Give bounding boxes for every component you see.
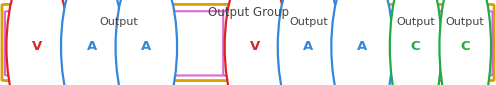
Text: Output: Output — [289, 17, 328, 27]
Text: A: A — [87, 40, 97, 53]
FancyBboxPatch shape — [438, 11, 493, 75]
FancyBboxPatch shape — [2, 4, 494, 81]
Text: Output Group: Output Group — [207, 6, 289, 19]
FancyBboxPatch shape — [223, 11, 392, 75]
Ellipse shape — [116, 0, 177, 85]
Ellipse shape — [390, 0, 441, 85]
FancyBboxPatch shape — [389, 11, 443, 75]
Text: Output: Output — [396, 17, 435, 27]
Text: Output: Output — [100, 17, 138, 27]
Text: Output: Output — [446, 17, 485, 27]
Text: C: C — [460, 40, 470, 53]
Ellipse shape — [439, 0, 491, 85]
Text: V: V — [32, 40, 42, 53]
Ellipse shape — [225, 0, 286, 85]
Text: V: V — [250, 40, 260, 53]
Ellipse shape — [61, 0, 123, 85]
Text: A: A — [304, 40, 313, 53]
Ellipse shape — [331, 0, 393, 85]
Ellipse shape — [278, 0, 339, 85]
FancyBboxPatch shape — [5, 11, 229, 75]
Text: A: A — [357, 40, 367, 53]
Ellipse shape — [6, 0, 68, 85]
Text: C: C — [411, 40, 421, 53]
Text: A: A — [141, 40, 151, 53]
